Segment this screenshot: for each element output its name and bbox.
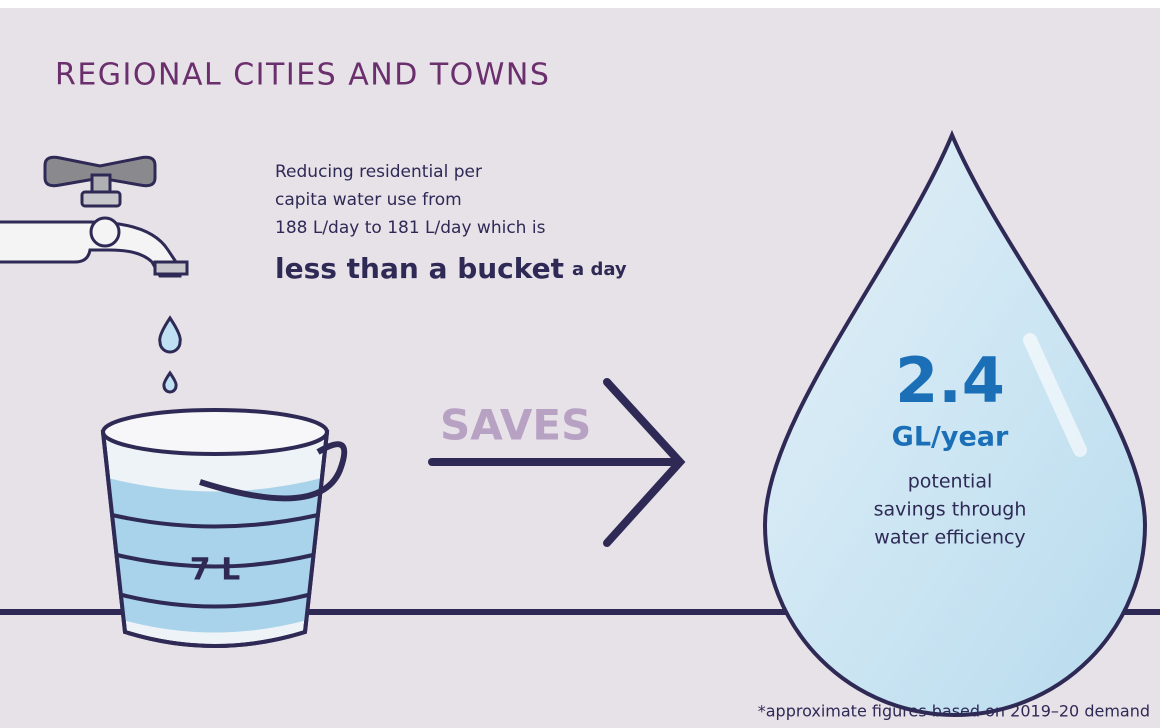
drop-value: 2.4: [895, 344, 1005, 417]
drop-caption: savings through: [874, 499, 1027, 521]
description-line: Reducing residential per: [275, 162, 482, 182]
emphasis: less than a bucket: [275, 252, 564, 285]
title: REGIONAL CITIES AND TOWNS: [55, 58, 550, 93]
description-line: 188 L/day to 181 L/day which is: [275, 218, 546, 238]
bucket-label: 7 L: [190, 553, 240, 588]
description-line: capita water use from: [275, 190, 462, 210]
drop-unit: GL/year: [892, 422, 1009, 453]
arrow-label: SAVES: [440, 401, 591, 450]
bucket-icon: [103, 410, 344, 646]
page: {"header": {"title": "REGIONAL CITIES AN…: [0, 0, 1165, 728]
drop-caption: water efficiency: [874, 527, 1025, 549]
emphasis-suffix: a day: [572, 259, 627, 280]
drop-caption: potential: [908, 471, 993, 493]
infographic: REGIONAL CITIES AND TOWNS Reducing resid…: [0, 0, 1165, 728]
footnote: *approximate figures based on 2019–20 de…: [758, 702, 1150, 721]
